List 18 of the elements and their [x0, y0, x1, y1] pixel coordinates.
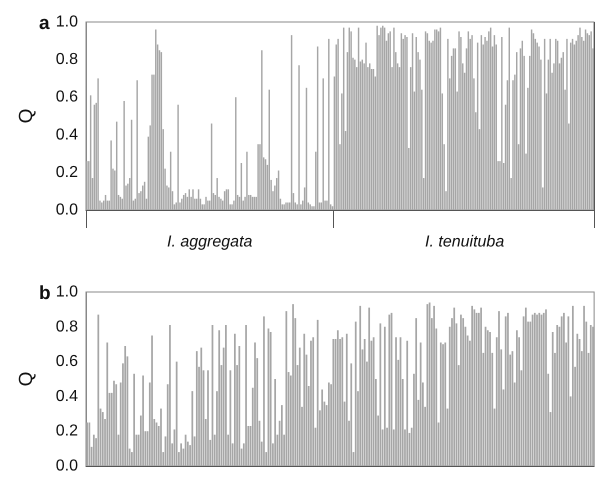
chart-title: a	[39, 13, 50, 34]
x-tick-label: I. aggregata	[167, 234, 253, 250]
y-tick-label: 0.6	[56, 88, 78, 106]
y-tick-label: 0.4	[56, 126, 78, 144]
y-tick-label: 1.0	[56, 284, 78, 300]
y-axis-title: Q	[16, 372, 37, 386]
y-tick-label: 0.2	[56, 164, 78, 181]
y-tick-label: 0.8	[56, 318, 78, 336]
y-tick-label: 1.0	[56, 14, 78, 30]
x-tick-label: I. tenuituba	[425, 234, 504, 250]
y-axis-title: Q	[16, 108, 37, 124]
y-tick-label: 0.2	[56, 422, 78, 440]
y-tick-label: 0.0	[56, 458, 78, 474]
y-tick-label: 0.6	[56, 353, 78, 370]
y-tick-label: 0.0	[56, 202, 78, 218]
chart-title: b	[39, 283, 51, 304]
y-tick-label: 0.8	[56, 51, 78, 68]
y-tick-label: 0.4	[56, 388, 78, 405]
